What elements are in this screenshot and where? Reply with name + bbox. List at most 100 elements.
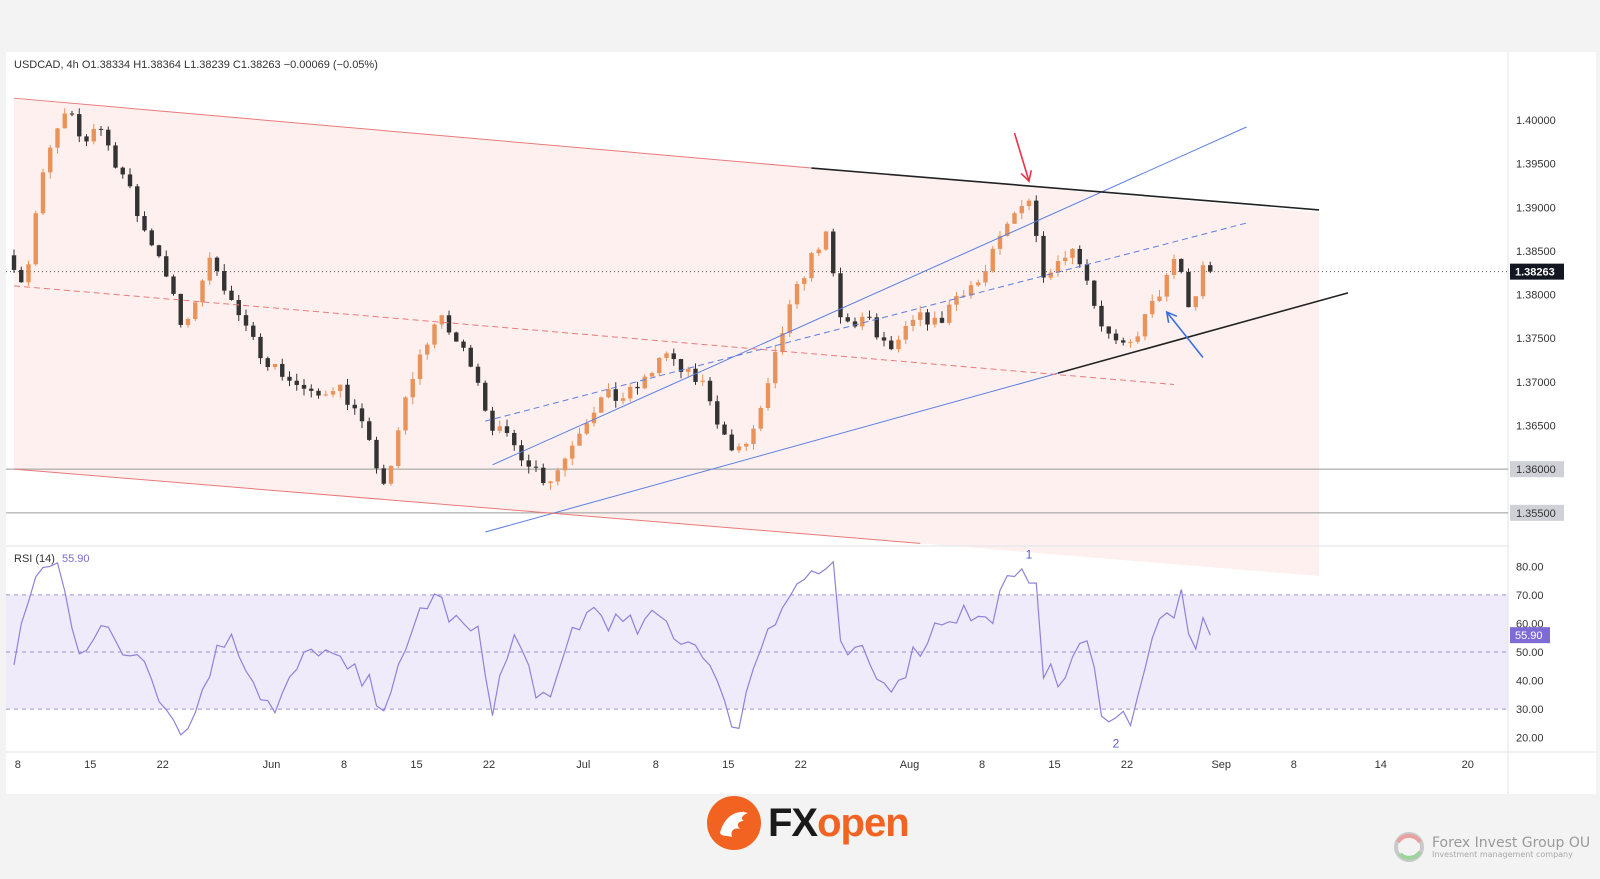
candle-body [287,376,292,381]
time-tick-label: 8 [979,759,985,771]
candle-body [780,333,785,353]
candle-body [512,432,517,446]
candle-body [113,145,118,168]
candle-body [939,317,945,323]
time-tick-label: 8 [653,759,659,771]
time-tick-label: Jul [576,759,590,771]
candle-body [693,368,698,382]
candle-body [454,332,459,342]
candle-body [562,458,568,471]
candle-body [26,264,31,283]
time-tick-label: 22 [157,759,169,771]
candle-body [19,269,24,283]
support-line [1057,292,1349,374]
grid-layer [6,52,1596,794]
candle-body [272,363,278,368]
candle-body [1179,258,1184,272]
candle-body [765,383,771,408]
price-tick-label: 1.38500 [1516,246,1556,258]
symbol-header: USDCAD, 4h O1.38334 H1.38364 L1.38239 C1… [14,59,378,71]
candle-body [425,344,430,355]
candle-body [628,386,633,399]
candle-body [874,317,879,338]
candle-body [954,295,959,305]
axis-layer: 1.40000 1.39500 1.39000 1.38500 1.38000 1.375… [15,115,1564,771]
time-tick-label: 8 [341,759,347,771]
candle-body [620,398,626,401]
candle-body [432,324,437,345]
candle-body [1128,341,1133,343]
candle-body [1193,296,1198,308]
chart-canvas[interactable]: 12 1.400001.395001.390001.385001.380001.… [6,52,1596,794]
candle-body [1121,340,1126,343]
candle-body [251,325,256,337]
last-price-tag [1510,263,1564,280]
candle-body [185,319,191,325]
candle-body [301,384,307,389]
time-tick-label: 15 [722,759,734,771]
candle-body [316,390,321,396]
candle-body [345,384,350,405]
candle-body [932,317,937,325]
rsi-tick-label: 40.00 [1516,676,1544,688]
candle-body [359,408,365,422]
candle-body [91,128,96,142]
candle-body [860,316,865,327]
candle-body [200,280,205,303]
candle-body [1070,248,1075,258]
price-tick-label: 1.37500 [1516,333,1556,345]
background-layer [6,98,1508,710]
drawings-layer [13,97,1349,544]
rsi-tick-label: 70.00 [1516,590,1544,602]
time-tick-label: 15 [1048,759,1060,771]
brand-open: open [817,800,910,845]
candle-body [533,466,539,468]
price-tick-label: 1.39500 [1516,159,1556,171]
price-tick-label: 1.40000 [1516,115,1556,127]
candle-body [48,147,53,173]
candle-body [548,481,553,484]
fig-logo-icon [1394,832,1424,862]
candle-body [961,295,966,297]
price-tick-label: 1.36500 [1516,421,1556,433]
candle-body [229,290,234,301]
candle-body [504,426,510,433]
price-tick-label: 1.39000 [1516,202,1556,214]
candle-body [98,128,104,130]
candle-body [881,337,887,341]
candle-body [577,433,582,446]
lower-channel-line [485,372,1059,533]
candle-body [1171,258,1177,275]
time-tick-label: 15 [410,759,422,771]
time-tick-label: 22 [483,759,495,771]
candle-body [1164,274,1169,297]
candle-body [541,467,546,484]
rsi-header-value: 55.90 [62,553,90,565]
candle-body [649,373,655,377]
candle-body [838,273,843,318]
candle-body [193,302,198,320]
candle-body [1055,261,1061,273]
candle-body [11,255,17,270]
candle-body [367,421,372,440]
candle-body [1200,265,1206,297]
candle-body [976,282,981,286]
brand-fx: FX [768,800,818,845]
watermark-name: Forex Invest Group OU [1432,834,1591,851]
candle-body [149,230,154,246]
candle-body [258,336,263,359]
candle-body [613,389,618,401]
candle-body [120,167,125,175]
candle-body [671,353,676,360]
candle-body [1048,272,1053,278]
candle-body [845,317,850,322]
candle-body [852,321,858,327]
candle-body [156,245,162,257]
candle-body [729,434,734,451]
candle-body [497,426,502,431]
candle-body [1186,271,1191,308]
candle-body [468,347,473,367]
candle-body [1113,333,1119,341]
wave-label: 1 [1026,548,1033,562]
